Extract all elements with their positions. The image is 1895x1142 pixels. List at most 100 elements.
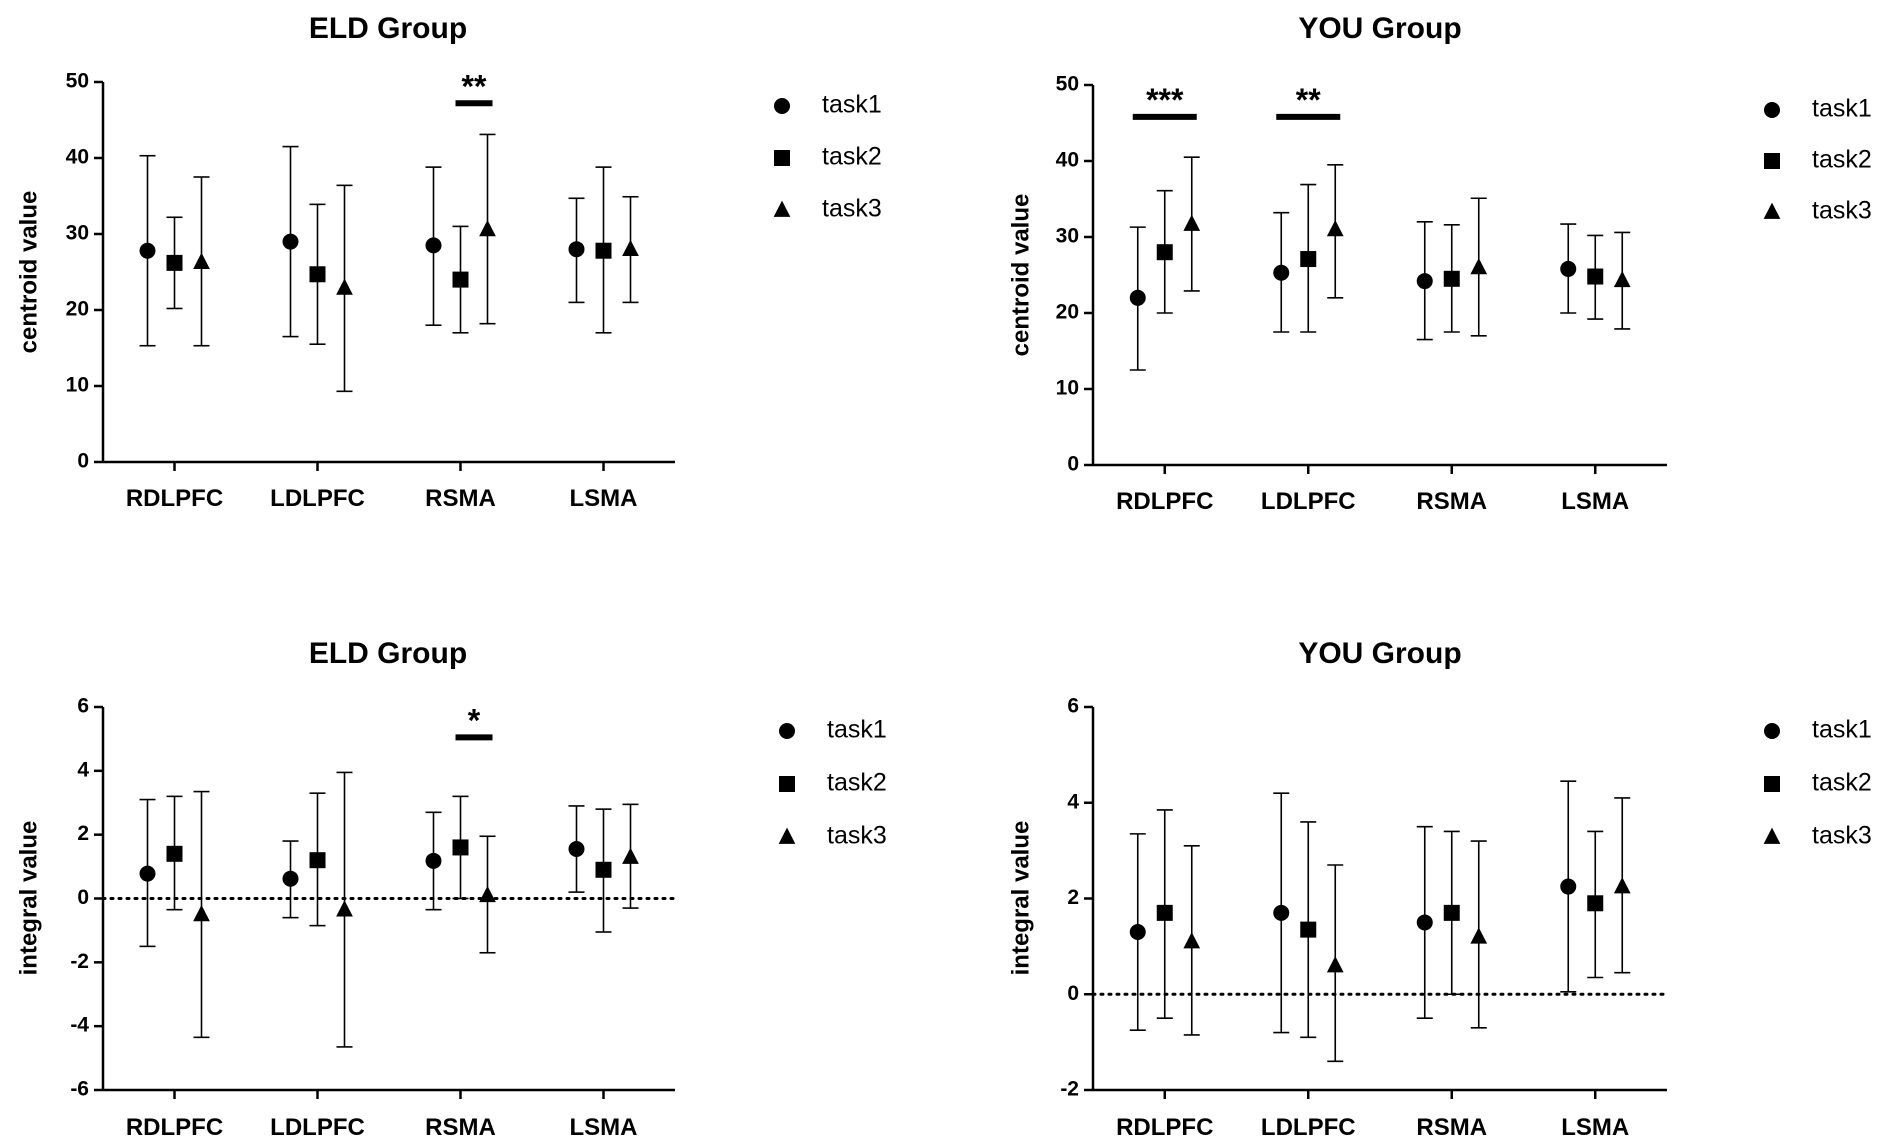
data-point-task3 — [1613, 877, 1631, 894]
x-tick-label-ldlpfc: LDLPFC — [270, 1114, 365, 1141]
data-point-task3 — [336, 278, 353, 295]
x-tick-label-ldlpfc: LDLPFC — [1261, 1114, 1356, 1141]
data-point-task2 — [595, 861, 612, 878]
y-tick-label: -2 — [1060, 1078, 1079, 1101]
data-point-task3 — [1613, 270, 1631, 288]
chart-panel-2: YOU Group centroid value 0 10 20 30 40 50 RDLPFC… — [1007, 12, 1871, 515]
legend-marker-task2 — [774, 150, 790, 166]
data-point-task2 — [1587, 895, 1604, 912]
legend-label-task3: task3 — [822, 195, 882, 223]
y-axis-label: integral value — [15, 821, 42, 976]
x-tick-label-rdlpfc: RDLPFC — [1116, 488, 1213, 515]
data-point-task2 — [1587, 268, 1604, 285]
data-point-task1 — [1416, 273, 1433, 290]
data-point-task3 — [1326, 219, 1344, 237]
y-tick-label: 50 — [1056, 73, 1079, 96]
y-tick-label: -2 — [70, 950, 89, 973]
y-tick-label: 0 — [1067, 453, 1079, 476]
data-point-task2 — [1443, 270, 1460, 287]
y-tick-label: 0 — [77, 886, 89, 909]
chart-panel-3: ELD Group integral value -6 -4 -2 0 2 4 6 RDLPFC L… — [15, 637, 886, 1141]
data-point-task2 — [1156, 904, 1173, 921]
data-point-task2 — [1300, 251, 1317, 268]
chart-panel-1: ELD Group centroid value 0 10 20 30 40 50 RDLPFC… — [15, 12, 881, 512]
legend-marker-task3 — [773, 200, 791, 217]
data-point-task2 — [166, 845, 183, 862]
data-point-task1 — [1560, 878, 1577, 895]
y-tick-label: 20 — [1056, 301, 1079, 324]
legend-marker-task1 — [1764, 723, 1780, 739]
legend-marker-task1 — [774, 98, 790, 114]
x-tick-label-rdlpfc: RDLPFC — [1116, 1114, 1213, 1141]
data-point-task3 — [1470, 927, 1488, 944]
data-point-task3 — [622, 239, 639, 257]
data-point-task2 — [309, 266, 326, 283]
data-point-task2 — [452, 839, 469, 856]
y-tick-label: 4 — [1067, 790, 1079, 813]
data-point-task3 — [479, 220, 496, 237]
data-point-task1 — [1129, 289, 1146, 306]
y-tick-label: 6 — [77, 695, 89, 718]
significance-label: ** — [1296, 82, 1321, 118]
data-point-task2 — [1300, 921, 1317, 938]
legend-marker-task3 — [778, 827, 796, 844]
data-point-task2 — [166, 254, 183, 271]
y-tick-label: 30 — [1056, 225, 1079, 248]
data-point-task2 — [1443, 904, 1460, 921]
data-point-task1 — [568, 841, 585, 858]
data-point-task2 — [595, 242, 612, 259]
y-tick-label: 4 — [77, 758, 89, 781]
x-tick-label-lsma: LSMA — [570, 485, 638, 512]
data-point-task1 — [1416, 914, 1433, 931]
chart-title: ELD Group — [309, 12, 467, 45]
data-point-task1 — [1560, 260, 1577, 277]
legend-marker-task1 — [779, 723, 795, 739]
data-point-task1 — [425, 852, 442, 869]
y-axis-label: centroid value — [15, 191, 42, 354]
significance-label: ** — [462, 68, 487, 104]
x-tick-label-rsma: RSMA — [425, 485, 496, 512]
data-point-task1 — [139, 242, 156, 259]
x-tick-label-rdlpfc: RDLPFC — [126, 485, 223, 512]
data-point-task3 — [622, 847, 639, 864]
data-point-task1 — [568, 241, 585, 258]
data-point-task1 — [139, 865, 156, 882]
x-tick-label-ldlpfc: LDLPFC — [270, 485, 365, 512]
x-tick-label-rdlpfc: RDLPFC — [126, 1114, 223, 1141]
legend-marker-task2 — [1764, 776, 1780, 792]
y-axis-label: integral value — [1007, 821, 1034, 976]
x-tick-label-rsma: RSMA — [1416, 1114, 1487, 1141]
y-tick-label: 2 — [77, 822, 89, 845]
y-tick-label: 20 — [66, 298, 89, 321]
legend-label-task1: task1 — [1812, 716, 1872, 744]
x-tick-label-rsma: RSMA — [1416, 488, 1487, 515]
data-point-task1 — [1273, 264, 1290, 281]
x-tick-label-lsma: LSMA — [570, 1114, 638, 1141]
x-tick-label-lsma: LSMA — [1561, 488, 1629, 515]
data-point-task3 — [1183, 214, 1201, 231]
legend-label-task1: task1 — [1812, 95, 1872, 123]
x-tick-label-ldlpfc: LDLPFC — [1261, 488, 1356, 515]
x-tick-label-rsma: RSMA — [425, 1114, 496, 1141]
legend-label-task2: task2 — [1812, 146, 1872, 174]
data-point-task2 — [452, 271, 469, 288]
legend-marker-task3 — [1763, 202, 1781, 219]
legend-label-task3: task3 — [1812, 197, 1872, 225]
y-tick-label: 50 — [66, 70, 89, 93]
chart-title: ELD Group — [309, 637, 467, 670]
data-point-task3 — [336, 900, 353, 917]
data-point-task3 — [1470, 257, 1488, 275]
legend-label-task1: task1 — [822, 91, 882, 119]
legend-marker-task1 — [1764, 102, 1780, 118]
legend-marker-task3 — [1763, 827, 1781, 844]
y-tick-label: 2 — [1067, 886, 1079, 909]
legend-label-task2: task2 — [822, 143, 882, 171]
chart-title: YOU Group — [1298, 637, 1461, 670]
data-point-task3 — [479, 885, 496, 903]
y-tick-label: -4 — [70, 1014, 89, 1037]
x-tick-label-lsma: LSMA — [1561, 1114, 1629, 1141]
y-tick-label: -6 — [70, 1078, 89, 1101]
y-tick-label: 40 — [66, 146, 89, 169]
legend-label-task1: task1 — [827, 716, 887, 744]
